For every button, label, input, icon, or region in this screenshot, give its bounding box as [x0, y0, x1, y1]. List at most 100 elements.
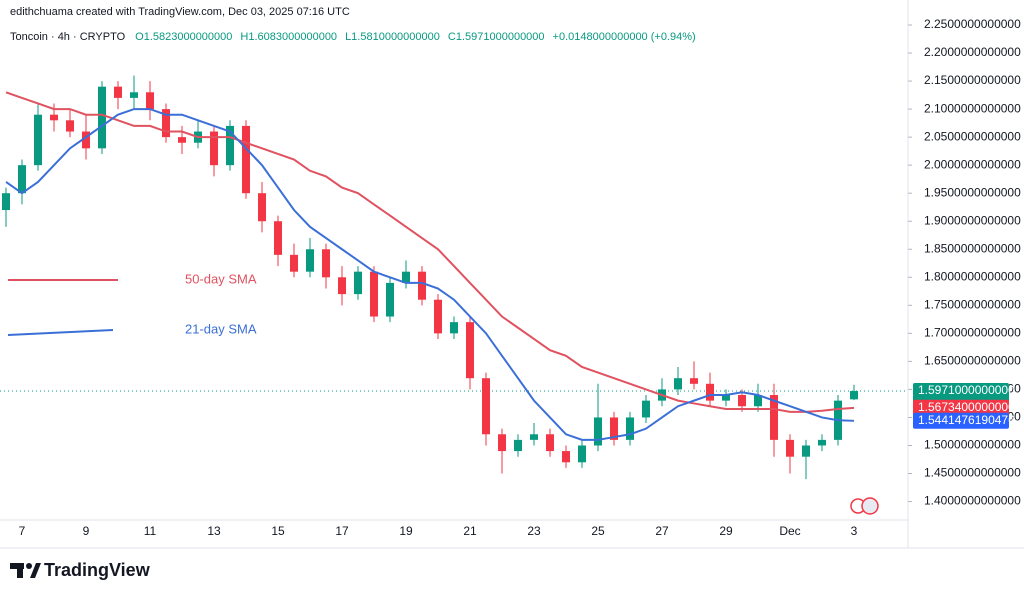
y-tick-label: 1.5000000000000 [924, 438, 1021, 452]
candle-body [210, 131, 218, 166]
candle-body [466, 322, 474, 379]
y-tick-label: 1.4000000000000 [924, 494, 1021, 508]
y-tick-label: 1.9000000000000 [924, 213, 1021, 227]
candle-body [786, 439, 794, 457]
ohlc-value: O1.5823000000000 [135, 31, 232, 43]
candle-body [338, 277, 346, 295]
x-tick-label: 9 [83, 524, 90, 538]
credit: edithchuama created with TradingView.com… [10, 6, 350, 18]
y-tick-label: 1.4500000000000 [924, 466, 1021, 480]
ohlc-value: L1.5810000000000 [345, 31, 440, 43]
price-label: 1.5673400000000 [918, 400, 1015, 414]
candle-body [738, 395, 746, 407]
x-tick-label: 7 [19, 524, 26, 538]
x-tick-label: 29 [719, 524, 733, 538]
x-tick-label: 27 [655, 524, 669, 538]
sma-line [5, 91, 855, 413]
y-tick-label: 1.9500000000000 [924, 185, 1021, 199]
x-tick-label: 19 [399, 524, 413, 538]
candle-body [34, 114, 42, 166]
candle-body [386, 282, 394, 317]
candle-body [18, 165, 26, 194]
candle-body [434, 299, 442, 334]
y-tick-label: 1.7500000000000 [924, 297, 1021, 311]
x-tick-label: 13 [207, 524, 221, 538]
legend-label: 50-day SMA [185, 271, 257, 286]
x-tick-label: 3 [851, 524, 858, 538]
candle-body [242, 125, 250, 194]
y-tick-label: 2.2500000000000 [924, 17, 1021, 31]
legend-label: 21-day SMA [185, 321, 257, 336]
y-tick-label: 2.2000000000000 [924, 45, 1021, 59]
logo-icon [10, 563, 41, 578]
candle-body [354, 271, 362, 295]
candle-body [162, 109, 170, 138]
x-tick-label: 25 [591, 524, 605, 538]
candle-body [130, 92, 138, 98]
candle-body [146, 92, 154, 110]
x-tick-label: 11 [144, 524, 157, 538]
x-tick-label: Dec [779, 524, 800, 538]
candle-body [562, 451, 570, 463]
candle-body [402, 271, 410, 283]
candle-body [274, 221, 282, 255]
candle-body [674, 378, 682, 390]
symbol-legend: Toncoin · 4h · CRYPTO [10, 31, 126, 43]
y-tick-label: 1.8500000000000 [924, 241, 1021, 255]
price-label-box [913, 412, 1009, 429]
ohlc-value: H1.6083000000000 [240, 31, 337, 43]
x-tick-label: 15 [271, 524, 285, 538]
price-label: 1.5971000000000 [918, 383, 1015, 397]
y-tick-label: 1.6500000000000 [924, 354, 1021, 368]
candle-body [594, 417, 602, 446]
flag-icon [850, 497, 879, 515]
candle-body [578, 445, 586, 463]
y-tick-label: 2.1500000000000 [924, 73, 1021, 87]
candle-body [482, 378, 490, 435]
candle-body [802, 445, 810, 457]
candle-body [258, 193, 266, 222]
price-label: 1.5441476190476 [918, 413, 1015, 427]
candle-body [498, 434, 506, 452]
ohlc-value: +0.0148000000000 (+0.94%) [553, 31, 696, 43]
candle-body [722, 395, 730, 401]
x-tick-label: 23 [527, 524, 541, 538]
candle-body [418, 271, 426, 300]
y-tick-label: 1.8000000000000 [924, 269, 1021, 283]
candle-body [450, 322, 458, 334]
sma-line [5, 108, 855, 441]
candle-body [114, 86, 122, 98]
y-tick-label: 2.0500000000000 [924, 129, 1021, 143]
candle-body [610, 417, 618, 440]
candle-body [626, 417, 634, 440]
candle-body [306, 249, 314, 272]
candle-body [66, 120, 74, 132]
x-tick-label: 17 [335, 524, 349, 538]
candle-body [50, 114, 58, 121]
candle-body [226, 125, 234, 166]
candle-body [850, 391, 858, 400]
legend-swatch [7, 329, 114, 336]
candle-body [690, 378, 698, 384]
candle-body [770, 395, 778, 440]
candle-body [82, 131, 90, 149]
candle-body [706, 383, 714, 401]
candle-body [642, 400, 650, 418]
footer-logo: TradingView [44, 560, 151, 580]
candle-body [290, 254, 298, 272]
candle-body [818, 439, 826, 446]
ohlc-value: C1.5971000000000 [448, 31, 545, 43]
candle-body [530, 434, 538, 440]
candle-body [370, 271, 378, 317]
y-tick-label: 2.1000000000000 [924, 101, 1021, 115]
candle-body [514, 439, 522, 452]
y-tick-label: 2.0000000000000 [924, 157, 1021, 171]
y-tick-label: 1.7000000000000 [924, 326, 1021, 340]
price-label-box [913, 399, 1009, 416]
candle-body [98, 86, 106, 149]
candle-body [754, 395, 762, 407]
candle-body [178, 137, 186, 143]
candle-body [2, 193, 10, 211]
